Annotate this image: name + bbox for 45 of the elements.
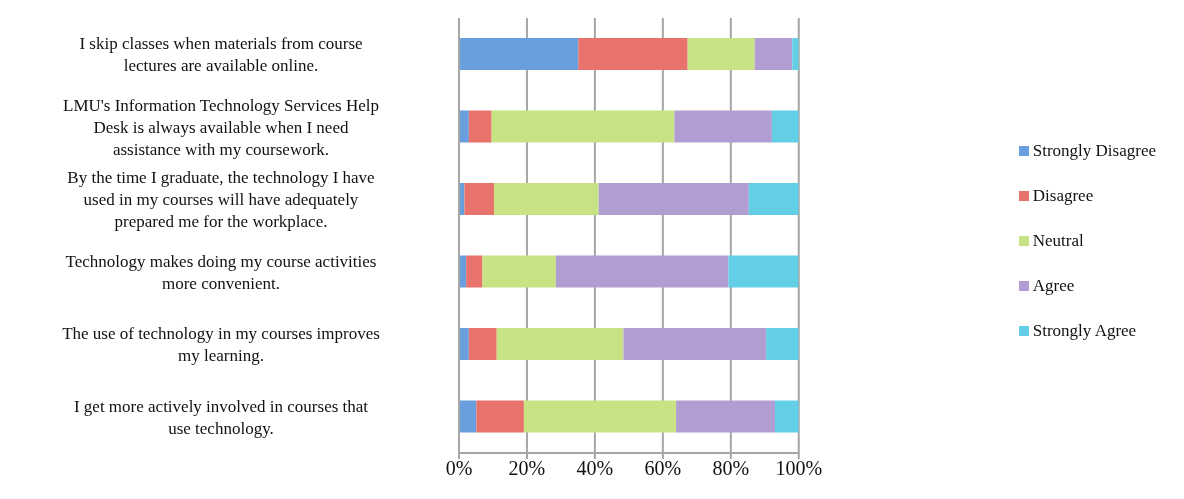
bar	[728, 255, 799, 288]
bar	[555, 255, 729, 288]
bar	[687, 38, 755, 70]
x-tick-label: 60%	[644, 457, 682, 480]
bar	[459, 400, 477, 433]
x-tick-label: 20%	[508, 457, 546, 480]
bar	[468, 110, 492, 143]
x-tick-label: 0%	[445, 457, 473, 480]
bar	[774, 400, 799, 433]
bar	[464, 183, 494, 215]
bar	[459, 38, 579, 70]
y-tick-label: I skip classes when materials from course lectures are available online.	[79, 33, 363, 75]
bar	[491, 110, 675, 143]
bar	[676, 400, 775, 433]
bar	[468, 328, 497, 360]
y-tick-label: By the time I graduate, the technology I have used in my courses will have adequately prepared me for the workplace.	[67, 167, 375, 231]
y-tick-label: I get more actively involved in courses that use technology.	[73, 396, 369, 438]
y-tick-label: LMU's Information Technology Services Help Desk is always available when I need assistance with my coursework.	[63, 95, 379, 159]
bar	[523, 400, 677, 433]
bar	[598, 183, 749, 215]
legend-label: Strongly Agree	[1032, 320, 1137, 341]
bar	[674, 110, 772, 143]
bar	[466, 255, 483, 288]
y-tick-label: The use of technology in my courses improves my learning.	[62, 323, 380, 365]
bar	[476, 400, 524, 433]
bar	[792, 38, 799, 70]
bar	[494, 183, 599, 215]
bar	[578, 38, 688, 70]
legend-label: Strongly Disagree	[1032, 140, 1156, 161]
legend-label: Agree	[1032, 275, 1075, 296]
y-tick-label: Technology makes doing my course activities more convenient.	[65, 251, 377, 293]
legend-label: Neutral	[1032, 230, 1084, 251]
x-tick-label: 40%	[576, 457, 614, 480]
bar	[623, 328, 767, 360]
x-tick-label: 80%	[712, 457, 750, 480]
bar	[766, 328, 799, 360]
bar	[496, 328, 624, 360]
bar	[482, 255, 556, 288]
bar	[748, 183, 799, 215]
bar	[459, 328, 469, 360]
legend-label: Disagree	[1032, 185, 1094, 206]
bar	[771, 110, 799, 143]
x-tick-label: 100%	[775, 457, 823, 480]
bar	[459, 110, 469, 143]
bar	[754, 38, 793, 70]
